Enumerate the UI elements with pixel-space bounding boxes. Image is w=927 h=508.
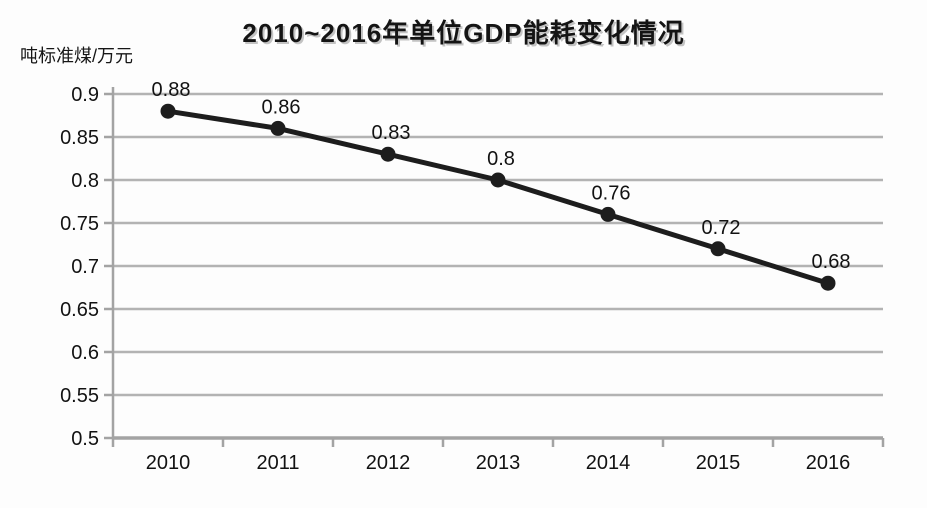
data-point-label: 0.76 (592, 182, 631, 204)
data-point (160, 103, 176, 119)
x-tick-label: 2011 (256, 452, 299, 474)
y-tick-label: 0.7 (71, 256, 99, 278)
y-tick-label: 0.65 (60, 299, 99, 321)
y-tick-label: 0.6 (71, 342, 99, 364)
x-tick-label: 2012 (366, 452, 411, 474)
data-point (270, 120, 286, 136)
y-tick-label: 0.9 (71, 84, 99, 106)
data-point-label: 0.86 (262, 96, 301, 118)
y-tick-label: 0.8 (71, 170, 99, 192)
data-point-label: 0.83 (372, 122, 411, 144)
data-point-label: 0.68 (812, 251, 851, 273)
x-tick-label: 2016 (806, 452, 851, 474)
y-tick-label: 0.55 (60, 385, 99, 407)
x-tick-label: 2014 (586, 452, 631, 474)
y-axis-unit-label: 吨标准煤/万元 (20, 46, 134, 66)
data-point (710, 241, 726, 257)
data-point (380, 146, 396, 162)
y-tick-label: 0.85 (60, 127, 99, 149)
x-tick-label: 2013 (476, 452, 521, 474)
data-point (820, 275, 836, 291)
x-tick-label: 2015 (696, 452, 741, 474)
x-tick-label: 2010 (146, 452, 191, 474)
data-point-label: 0.88 (152, 79, 191, 101)
data-point (600, 206, 616, 222)
data-point (490, 172, 506, 188)
y-tick-label: 0.5 (71, 428, 99, 450)
chart-title: 2010~2016年单位GDP能耗变化情况 (242, 18, 685, 48)
y-tick-label: 0.75 (60, 213, 99, 235)
data-point-label: 0.72 (702, 217, 741, 239)
data-point-label: 0.8 (487, 148, 515, 170)
